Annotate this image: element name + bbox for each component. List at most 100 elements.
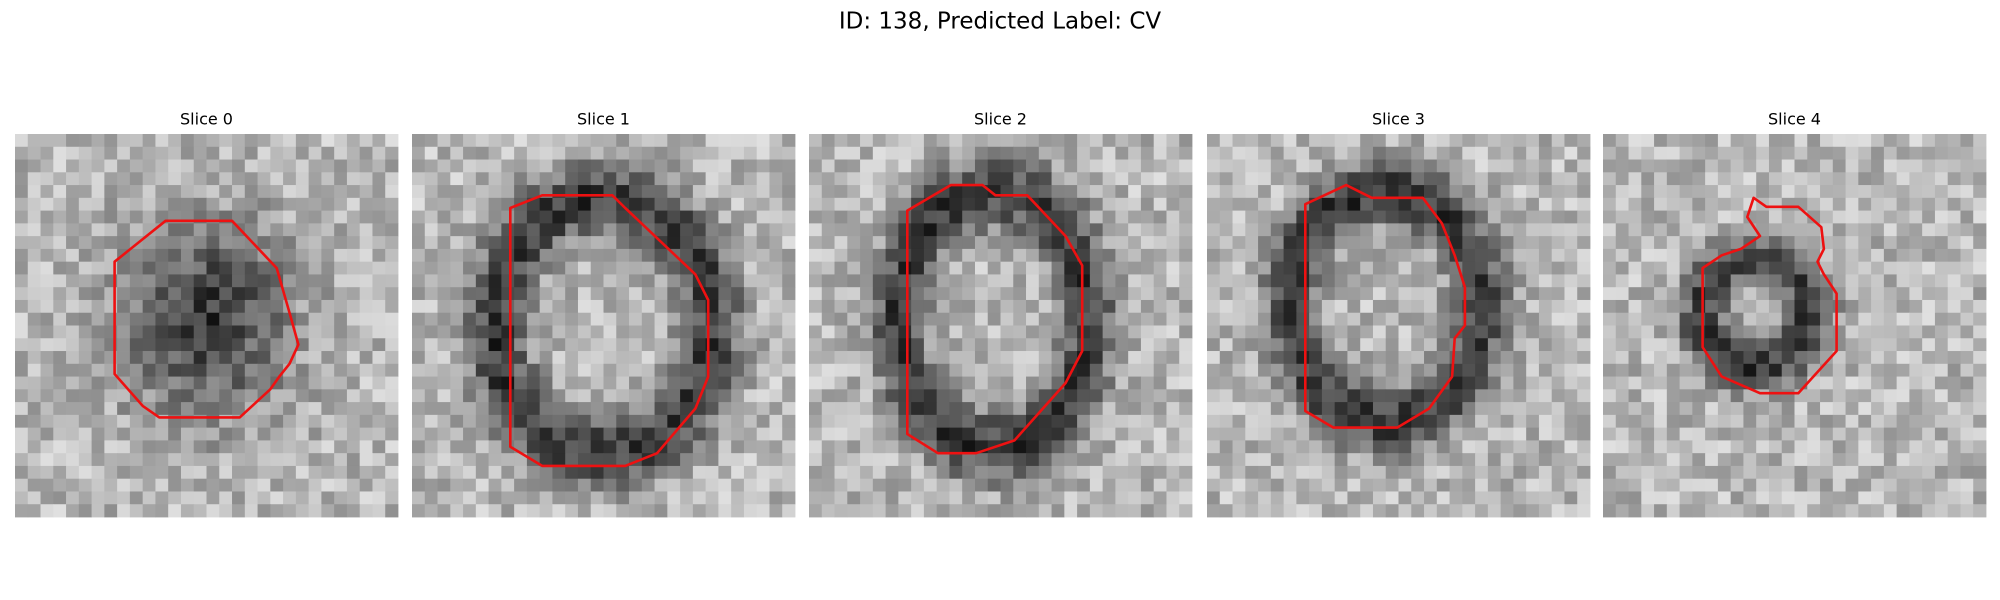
pixel: [860, 210, 874, 224]
pixel: [501, 402, 515, 416]
pixel: [359, 491, 373, 505]
pixel: [1717, 185, 1732, 199]
pixel: [359, 338, 373, 352]
pixel: [641, 363, 655, 377]
pixel: [1487, 134, 1502, 148]
pixel: [1166, 427, 1180, 441]
pixel: [463, 351, 477, 365]
pixel: [40, 146, 54, 160]
pixel: [385, 299, 399, 314]
pixel: [232, 197, 246, 211]
pixel: [1756, 287, 1770, 301]
pixel: [1296, 236, 1310, 250]
pixel: [821, 236, 835, 250]
pixel: [78, 236, 92, 250]
pixel: [1258, 159, 1272, 173]
pixel: [1372, 363, 1387, 377]
pixel: [424, 465, 438, 480]
pixel: [1462, 134, 1476, 148]
pixel: [346, 402, 361, 416]
pixel: [769, 351, 783, 365]
pixel: [1934, 453, 1949, 467]
pixel: [385, 197, 399, 211]
pixel: [1832, 172, 1846, 186]
pixel: [1705, 414, 1719, 429]
pixel: [885, 274, 899, 288]
pixel: [1166, 504, 1180, 518]
pixel: [1077, 236, 1091, 250]
pixel: [1140, 389, 1155, 403]
pixel: [1385, 478, 1399, 492]
pixel: [1500, 402, 1514, 416]
pixel: [1051, 146, 1065, 160]
pixel: [590, 376, 604, 390]
pixel: [1153, 363, 1167, 377]
pixel: [1038, 261, 1052, 275]
pixel: [1922, 134, 1936, 148]
pixel: [1424, 287, 1438, 301]
pixel: [463, 376, 477, 390]
pixel: [1807, 134, 1821, 148]
pixel: [1372, 504, 1387, 518]
pixel: [949, 478, 963, 492]
pixel: [346, 312, 361, 326]
pixel: [1896, 491, 1910, 505]
pixel: [219, 287, 233, 301]
pixel: [437, 427, 451, 441]
pixel: [1360, 465, 1374, 480]
pixel: [412, 197, 426, 211]
pixel: [692, 440, 707, 454]
pixel: [1398, 287, 1412, 301]
pixel: [1128, 491, 1142, 505]
pixel: [987, 287, 1001, 301]
pixel: [911, 453, 925, 467]
pixel: [1077, 287, 1091, 301]
pixel: [1219, 236, 1233, 250]
pixel: [463, 312, 477, 326]
pixel: [1768, 248, 1783, 263]
pixel: [40, 185, 54, 199]
pixel: [1960, 223, 1974, 237]
pixel: [834, 172, 848, 186]
pixel: [872, 491, 886, 505]
pixel: [1385, 491, 1399, 505]
pixel: [641, 465, 655, 480]
pixel: [412, 223, 426, 237]
pixel: [962, 440, 976, 454]
pixel: [1526, 478, 1540, 492]
pixel: [1781, 402, 1795, 416]
pixel: [923, 236, 938, 250]
pixel: [1551, 363, 1565, 377]
pixel: [616, 248, 630, 263]
pixel: [385, 248, 399, 263]
pixel: [949, 236, 963, 250]
pixel: [1934, 338, 1949, 352]
pixel: [1922, 376, 1936, 390]
pixel: [372, 248, 386, 263]
pixel: [641, 325, 655, 339]
pixel: [1960, 351, 1974, 365]
pixel: [1820, 478, 1834, 492]
pixel: [1232, 159, 1246, 173]
pixel: [1270, 287, 1284, 301]
pixel: [782, 248, 796, 263]
pixel: [1526, 389, 1540, 403]
pixel: [1807, 351, 1821, 365]
pixel: [1424, 376, 1438, 390]
pixel: [1207, 185, 1221, 199]
pixel: [334, 134, 348, 148]
pixel: [53, 299, 67, 314]
pixel: [270, 338, 284, 352]
pixel: [1153, 491, 1167, 505]
pixel: [1026, 172, 1040, 186]
pixel: [705, 159, 719, 173]
pixel: [987, 159, 1001, 173]
pixel: [1794, 325, 1808, 339]
pixel: [1960, 261, 1974, 275]
pixel: [911, 134, 925, 148]
pixel: [1321, 236, 1336, 250]
pixel: [155, 197, 169, 211]
pixel: [412, 287, 426, 301]
pixel: [424, 325, 438, 339]
pixel: [334, 274, 348, 288]
